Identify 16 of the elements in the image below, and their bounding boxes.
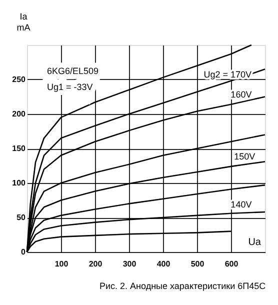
y-tick-label: 200 [12,110,26,118]
y-tick-label: 250 [12,75,26,84]
x-tick-label: 100 [54,260,69,268]
x-axis-title: Ua [248,237,262,248]
x-tick-label: 300 [122,260,137,268]
y-tick-label: 0 [21,248,26,256]
annotation: 150V [234,151,256,162]
y-tick-label: 100 [12,178,26,188]
text: Рис. 2. Анодные характеристики 6П45С [100,281,266,291]
x-tick-label: 600 [224,260,239,268]
x-tick-label: 200 [88,260,103,268]
y-axis-title: Ia mA [16,12,30,32]
x-tick-label: 500 [190,260,205,268]
y-tick-label: 150 [12,144,26,153]
y-tick-label: 50 [16,213,26,222]
x-tick-label: 400 [156,260,171,268]
